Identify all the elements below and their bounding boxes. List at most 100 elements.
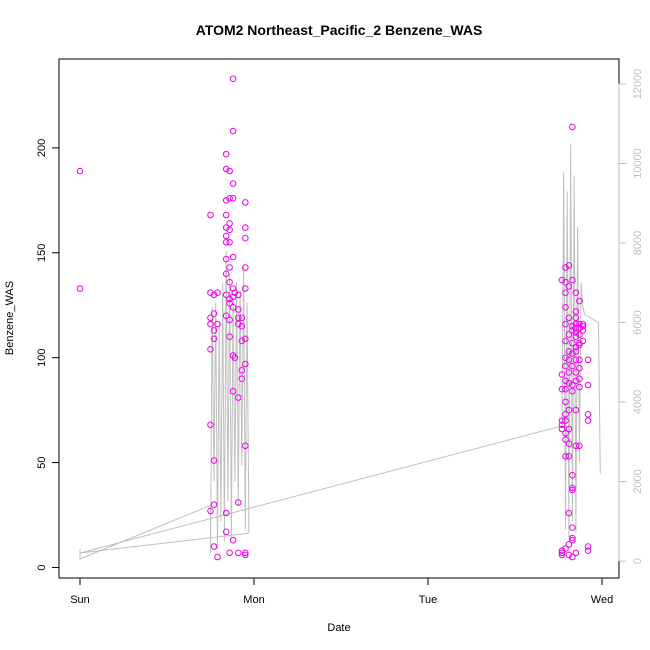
data-point <box>576 339 583 347</box>
data-point <box>565 283 573 290</box>
data-point <box>572 289 580 297</box>
y2-tick-label: 0 <box>632 558 644 564</box>
data-point <box>572 320 580 328</box>
data-point <box>222 509 230 517</box>
data-point <box>207 507 214 515</box>
data-point <box>210 501 218 508</box>
data-point <box>207 211 214 219</box>
data-point <box>210 310 218 317</box>
data-point <box>572 406 580 414</box>
data-point <box>562 320 569 328</box>
data-point <box>579 322 587 330</box>
data-point <box>584 381 592 389</box>
y-tick-label: 50 <box>36 456 48 468</box>
data-point <box>572 333 580 341</box>
data-point <box>238 322 246 330</box>
data-point <box>207 320 214 328</box>
data-point <box>229 195 237 202</box>
y-tick-label: 200 <box>36 139 48 157</box>
data-point <box>238 337 246 345</box>
data-point <box>222 224 230 231</box>
data-point <box>565 379 573 387</box>
data-point <box>562 377 569 385</box>
data-point <box>584 417 592 424</box>
x-tick-label: Tue <box>419 594 438 606</box>
data-point <box>576 331 583 338</box>
data-point <box>565 348 573 355</box>
data-point <box>572 314 580 322</box>
data-point <box>226 299 233 307</box>
data-point <box>226 226 233 233</box>
data-point <box>576 364 583 372</box>
data-point <box>569 123 576 131</box>
data-point <box>572 369 580 376</box>
x-tick-label: Sun <box>70 594 90 606</box>
data-point <box>584 411 592 418</box>
data-point <box>222 255 230 263</box>
data-point <box>565 314 573 322</box>
data-point <box>226 167 233 175</box>
series-line-layer <box>79 143 601 560</box>
data-point <box>569 350 576 357</box>
data-point <box>565 551 573 559</box>
data-point <box>242 199 249 206</box>
data-point <box>579 337 587 345</box>
data-point <box>565 453 573 460</box>
plot-frame <box>58 58 620 579</box>
data-point <box>210 327 218 334</box>
data-point <box>222 270 230 278</box>
data-point <box>231 289 239 297</box>
data-point <box>242 335 249 343</box>
data-point <box>562 278 569 286</box>
data-point <box>222 232 230 240</box>
data-point <box>207 421 214 429</box>
data-point <box>76 167 84 175</box>
x-axis-label: Date <box>327 622 350 634</box>
data-point <box>242 442 249 450</box>
data-point <box>572 356 580 364</box>
y2-tick-label: 4000 <box>632 390 644 414</box>
data-point <box>576 320 583 328</box>
data-point <box>572 308 580 315</box>
data-point <box>569 362 576 370</box>
data-point <box>565 262 573 269</box>
data-point <box>565 509 573 517</box>
data-point <box>565 440 573 448</box>
data-point <box>235 320 242 328</box>
y-tick-label: 150 <box>36 244 48 262</box>
data-point <box>569 486 576 494</box>
data-point <box>576 325 583 332</box>
data-point <box>565 369 573 376</box>
data-point <box>569 471 576 479</box>
data-point <box>569 327 576 334</box>
x-tick-label: Wed <box>591 594 613 606</box>
data-point <box>558 425 566 433</box>
data-point <box>238 375 246 383</box>
data-point <box>576 383 583 391</box>
y-axis-label: Benzene_WAS <box>4 281 16 355</box>
data-point <box>235 549 242 557</box>
data-point <box>235 394 242 401</box>
data-point <box>238 367 246 374</box>
data-point <box>222 239 230 246</box>
data-point <box>235 306 242 313</box>
data-point <box>565 356 573 364</box>
data-point <box>572 377 580 385</box>
y-tick-label: 0 <box>36 564 48 570</box>
data-point <box>565 425 573 433</box>
data-point <box>572 348 580 355</box>
data-point <box>562 264 569 271</box>
data-point <box>207 314 214 322</box>
data-point <box>569 484 576 492</box>
x-tick-label: Mon <box>243 594 264 606</box>
data-point <box>226 195 233 202</box>
data-point <box>207 346 214 353</box>
data-point <box>572 442 580 450</box>
data-point <box>226 333 233 341</box>
data-point <box>242 234 249 242</box>
data-point <box>229 285 237 292</box>
data-point <box>576 297 583 305</box>
data-point <box>235 291 242 299</box>
data-point <box>569 381 576 389</box>
